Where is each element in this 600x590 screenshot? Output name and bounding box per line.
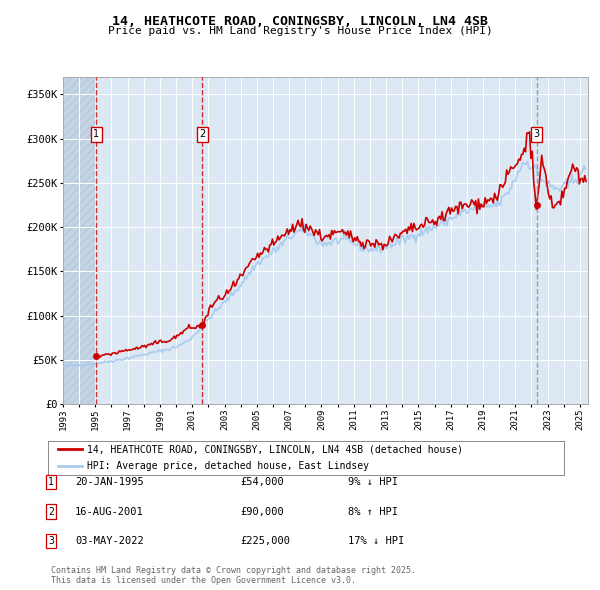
Text: £90,000: £90,000 bbox=[240, 507, 284, 516]
Text: 3: 3 bbox=[48, 536, 54, 546]
Text: 17% ↓ HPI: 17% ↓ HPI bbox=[348, 536, 404, 546]
Text: HPI: Average price, detached house, East Lindsey: HPI: Average price, detached house, East… bbox=[86, 461, 368, 471]
Text: 14, HEATHCOTE ROAD, CONINGSBY, LINCOLN, LN4 4SB: 14, HEATHCOTE ROAD, CONINGSBY, LINCOLN, … bbox=[112, 15, 488, 28]
Text: 1: 1 bbox=[93, 129, 99, 139]
Text: 8% ↑ HPI: 8% ↑ HPI bbox=[348, 507, 398, 516]
Text: £225,000: £225,000 bbox=[240, 536, 290, 546]
Text: £54,000: £54,000 bbox=[240, 477, 284, 487]
Text: 9% ↓ HPI: 9% ↓ HPI bbox=[348, 477, 398, 487]
Text: 2: 2 bbox=[48, 507, 54, 516]
Text: 3: 3 bbox=[534, 129, 540, 139]
Text: Price paid vs. HM Land Registry's House Price Index (HPI): Price paid vs. HM Land Registry's House … bbox=[107, 26, 493, 36]
Text: 14, HEATHCOTE ROAD, CONINGSBY, LINCOLN, LN4 4SB (detached house): 14, HEATHCOTE ROAD, CONINGSBY, LINCOLN, … bbox=[86, 444, 463, 454]
Text: 16-AUG-2001: 16-AUG-2001 bbox=[75, 507, 144, 516]
Text: Contains HM Land Registry data © Crown copyright and database right 2025.
This d: Contains HM Land Registry data © Crown c… bbox=[51, 566, 416, 585]
Text: 20-JAN-1995: 20-JAN-1995 bbox=[75, 477, 144, 487]
Text: 2: 2 bbox=[199, 129, 205, 139]
Text: 03-MAY-2022: 03-MAY-2022 bbox=[75, 536, 144, 546]
Bar bbox=[63, 77, 96, 404]
Text: 1: 1 bbox=[48, 477, 54, 487]
